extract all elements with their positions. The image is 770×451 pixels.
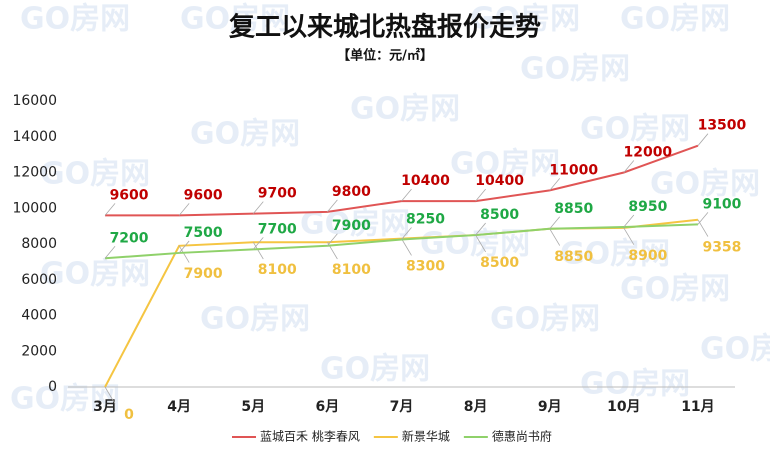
leader-line bbox=[327, 199, 338, 213]
data-label: 9600 bbox=[110, 187, 149, 203]
data-label: 9800 bbox=[332, 184, 371, 200]
leader-line bbox=[252, 237, 264, 250]
y-tick-label: 12000 bbox=[12, 165, 57, 181]
data-label: 8500 bbox=[480, 255, 519, 271]
watermark: GO房网 bbox=[200, 302, 310, 337]
data-label: 7200 bbox=[110, 230, 149, 246]
leader-line bbox=[327, 233, 338, 247]
data-label: 0 bbox=[124, 407, 134, 423]
x-tick-label: 4月 bbox=[167, 399, 191, 415]
legend-label: 蓝城百禾 桃李春风 bbox=[260, 429, 360, 444]
watermark: GO房网 bbox=[580, 367, 690, 402]
data-label: 9358 bbox=[702, 240, 741, 256]
leader-line bbox=[549, 216, 561, 230]
data-label: 8100 bbox=[332, 262, 371, 278]
leader-line bbox=[104, 246, 116, 259]
data-label: 9100 bbox=[702, 196, 741, 212]
y-tick-label: 8000 bbox=[21, 236, 57, 252]
x-tick-label: 3月 bbox=[93, 399, 117, 415]
data-label: 8500 bbox=[480, 207, 519, 223]
watermark: GO房网 bbox=[40, 257, 150, 292]
x-tick-label: 7月 bbox=[390, 399, 414, 415]
watermark: GO房网 bbox=[560, 237, 670, 272]
data-label: 7500 bbox=[184, 225, 223, 241]
data-label: 8850 bbox=[554, 249, 593, 265]
data-label: 8250 bbox=[406, 212, 445, 228]
leader-line bbox=[697, 212, 709, 225]
data-label: 8300 bbox=[406, 259, 445, 275]
watermarks: GO房网 GO房网 GO房网 GO房网GO房网GO房网GO房网GO房网GO房网GO房网… bbox=[10, 2, 770, 417]
watermark: GO房网 bbox=[620, 272, 730, 307]
watermark: GO房网 bbox=[520, 52, 630, 87]
leader-line bbox=[623, 160, 635, 173]
data-label: 8100 bbox=[258, 262, 297, 278]
watermark: GO房网 bbox=[620, 2, 730, 37]
watermark: GO房网 bbox=[40, 157, 150, 192]
leader-line bbox=[178, 240, 190, 254]
x-tick-label: 5月 bbox=[241, 399, 265, 415]
watermark: GO房网 bbox=[320, 352, 430, 387]
chart-subtitle: 【单位：元/㎡】 bbox=[337, 48, 433, 64]
leader-line bbox=[401, 188, 412, 202]
data-label: 8950 bbox=[628, 199, 667, 215]
watermark: GO房网 bbox=[700, 332, 770, 367]
leader-line bbox=[252, 242, 264, 260]
y-tick-label: 0 bbox=[48, 379, 57, 395]
leader-line bbox=[104, 386, 116, 405]
watermark: GO房网 bbox=[490, 302, 600, 337]
watermark: GO房网 bbox=[650, 167, 760, 202]
watermark: GO房网 bbox=[20, 2, 130, 37]
leader-line bbox=[401, 227, 412, 240]
data-label: 8850 bbox=[554, 201, 593, 217]
x-tick-label: 8月 bbox=[464, 399, 488, 415]
data-label: 7900 bbox=[184, 266, 223, 282]
y-tick-label: 10000 bbox=[12, 200, 57, 216]
y-tick-label: 2000 bbox=[21, 343, 57, 359]
y-tick-label: 4000 bbox=[21, 308, 57, 324]
y-tick-label: 14000 bbox=[12, 129, 57, 145]
leader-line bbox=[401, 238, 412, 256]
leader-line bbox=[104, 203, 116, 216]
data-label: 10400 bbox=[475, 173, 524, 189]
watermark: GO房网 bbox=[350, 92, 460, 127]
x-tick-label: 10月 bbox=[607, 399, 640, 415]
watermark: GO房网 bbox=[190, 117, 300, 152]
leader-line bbox=[549, 178, 561, 191]
y-tick-label: 16000 bbox=[12, 93, 57, 109]
leader-line bbox=[475, 234, 486, 253]
data-label: 10400 bbox=[401, 173, 450, 189]
x-tick-label: 6月 bbox=[316, 399, 340, 415]
data-label: 11000 bbox=[549, 162, 598, 178]
data-label: 7900 bbox=[332, 218, 371, 234]
watermark: GO房网 bbox=[470, 2, 580, 37]
leader-line bbox=[623, 227, 635, 245]
watermark: GO房网 bbox=[180, 2, 290, 37]
watermark: GO房网 bbox=[450, 147, 560, 182]
chart-title: 复工以来城北热盘报价走势 bbox=[229, 12, 541, 43]
leader-line bbox=[178, 245, 190, 263]
watermark: GO房网 bbox=[580, 112, 690, 147]
data-label: 13500 bbox=[698, 118, 747, 134]
leader-line bbox=[178, 203, 190, 216]
legend-label: 德惠尚书府 bbox=[492, 429, 552, 444]
data-label: 9600 bbox=[184, 187, 223, 203]
data-label: 12000 bbox=[623, 145, 672, 161]
legend-label: 新景华城 bbox=[402, 429, 450, 444]
data-label: 7700 bbox=[258, 221, 297, 237]
data-label: 8900 bbox=[628, 248, 667, 264]
y-tick-label: 6000 bbox=[21, 272, 57, 288]
data-label: 9700 bbox=[258, 186, 297, 202]
leader-line bbox=[549, 228, 561, 246]
leader-line bbox=[697, 133, 709, 146]
x-tick-label: 9月 bbox=[538, 399, 562, 415]
leader-line bbox=[475, 188, 486, 202]
x-tick-label: 11月 bbox=[681, 399, 714, 415]
leader-line bbox=[475, 222, 486, 236]
leader-line bbox=[623, 214, 635, 228]
leader-line bbox=[252, 201, 264, 214]
